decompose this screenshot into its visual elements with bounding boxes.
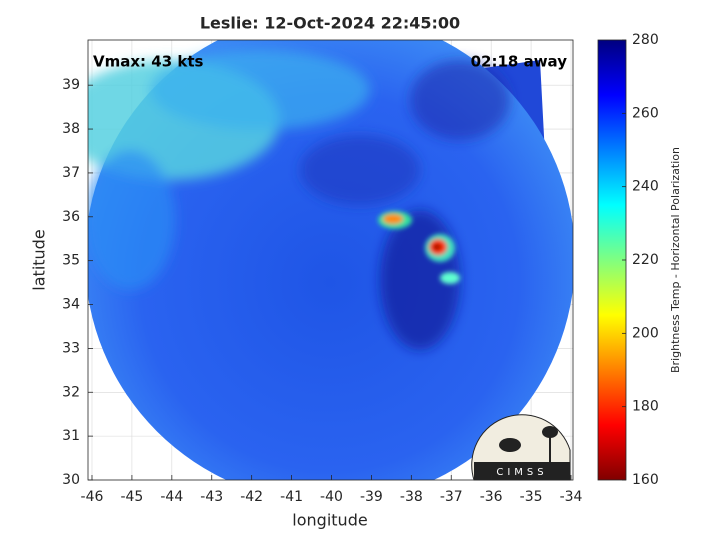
cimss-logo: CIMSS [471, 414, 571, 481]
y-axis-label: latitude [30, 229, 49, 290]
colorbar-tick-label: 220 [632, 252, 659, 268]
x-tick-label: -44 [160, 489, 183, 505]
colorbar-tick-label: 160 [632, 472, 659, 488]
y-tick-label: 35 [62, 253, 80, 269]
colorbar-label: Brightness Temp - Horizontal Polarizatio… [669, 147, 682, 373]
brightness-field [88, 40, 573, 480]
x-axis-label: longitude [292, 511, 367, 530]
annotation: 02:18 away [471, 53, 568, 71]
x-tick-label: -36 [480, 489, 503, 505]
y-tick-label: 36 [62, 209, 80, 225]
x-tick-label: -35 [520, 489, 543, 505]
colorbar-tick-label: 180 [632, 399, 659, 415]
colorbar-tick-label: 260 [632, 105, 659, 121]
logo-text: CIMSS [496, 467, 547, 478]
colorbar-tick-label: 240 [632, 179, 659, 195]
y-tick-label: 30 [62, 472, 80, 488]
annotation: Vmax: 43 kts [93, 53, 203, 71]
x-tick-label: -39 [360, 489, 383, 505]
y-tick-label: 33 [62, 340, 80, 356]
x-tick-label: -38 [400, 489, 423, 505]
x-tick-label: -42 [240, 489, 263, 505]
x-tick-label: -46 [81, 489, 104, 505]
x-tick-label: -45 [120, 489, 143, 505]
y-tick-label: 32 [62, 384, 80, 400]
x-tick-label: -41 [280, 489, 303, 505]
y-tick-label: 37 [62, 165, 80, 181]
x-tick-label: -34 [560, 489, 583, 505]
x-tick-label: -40 [320, 489, 343, 505]
x-tick-label: -37 [440, 489, 463, 505]
y-tick-label: 34 [62, 297, 80, 313]
colorbar-tick-label: 200 [632, 325, 659, 341]
x-tick-label: -43 [200, 489, 223, 505]
y-tick-label: 31 [62, 428, 80, 444]
colorbar [597, 39, 627, 481]
y-tick-label: 38 [62, 121, 80, 137]
plot-frame [87, 39, 574, 481]
chart-title: Leslie: 12-Oct-2024 22:45:00 [200, 14, 460, 33]
y-tick-label: 39 [62, 77, 80, 93]
colorbar-tick-label: 280 [632, 32, 659, 48]
